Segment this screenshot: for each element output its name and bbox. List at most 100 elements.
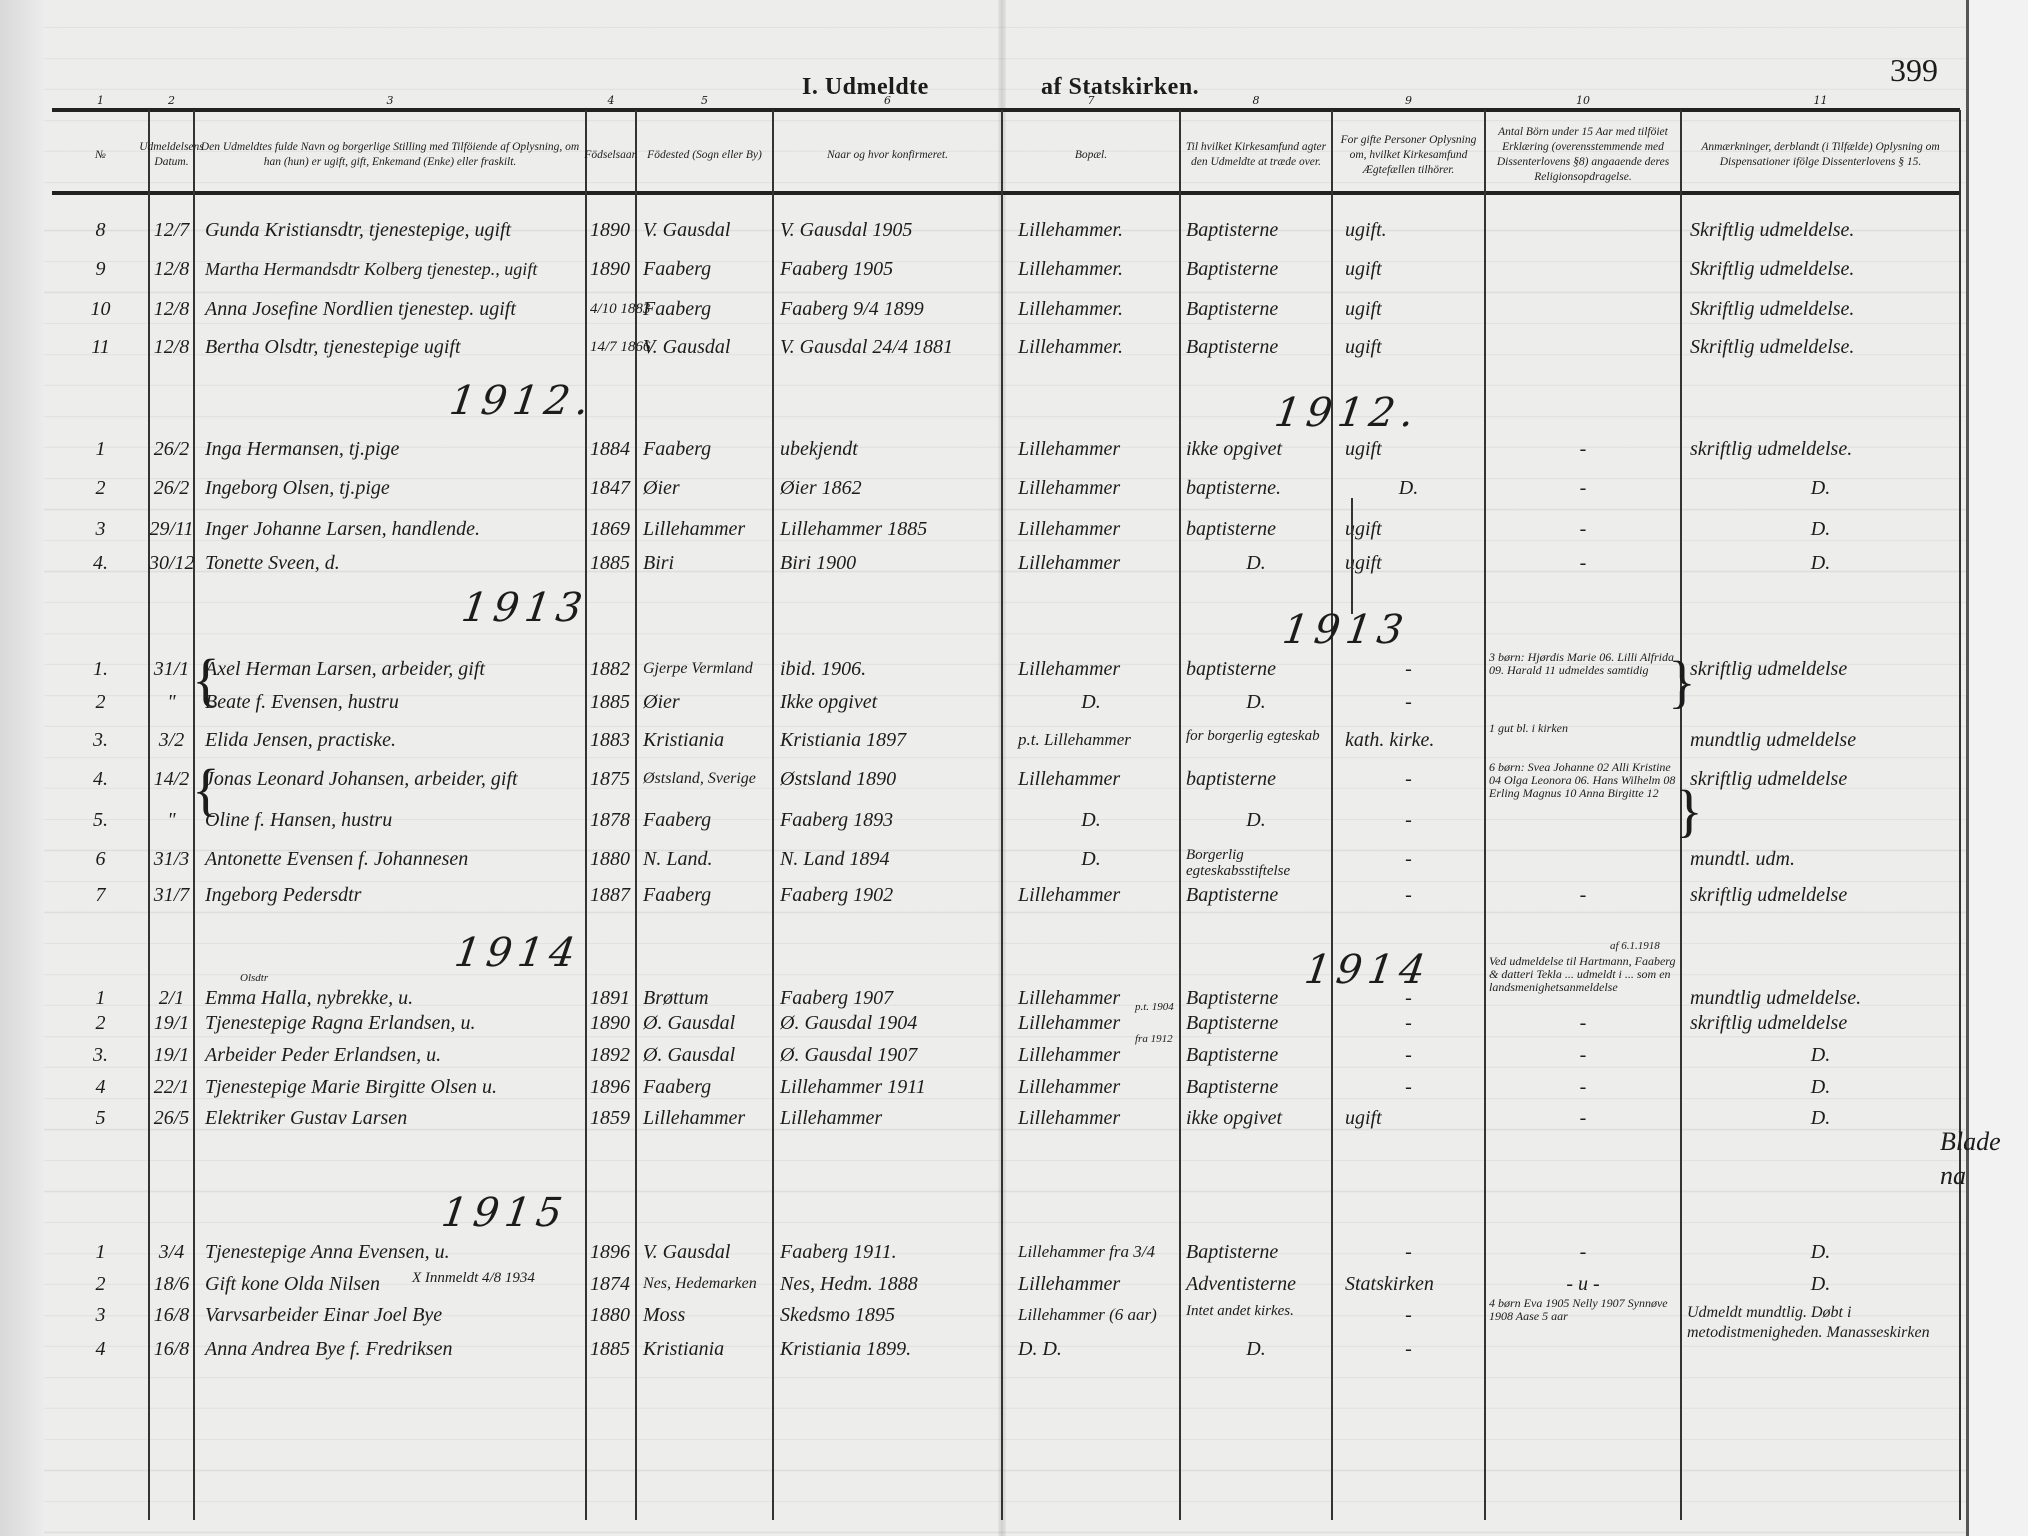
cell-children: - xyxy=(1579,884,1587,906)
cell-birth-year: 1875 xyxy=(590,768,630,790)
cell-no: 11 xyxy=(91,336,110,358)
cell-spouse-church: ugift xyxy=(1345,298,1382,320)
cell-date: " xyxy=(167,691,176,713)
cell-date: 26/5 xyxy=(153,1107,190,1129)
cell-no: 4. xyxy=(93,552,108,574)
cell-no: 2 xyxy=(95,1273,106,1295)
cell-remarks: Udmeldt mundtlig. Døbt i metodistmenighe… xyxy=(1687,1304,1930,1341)
cell-confirmed: Øier 1862 xyxy=(780,477,862,499)
cell-date: 18/6 xyxy=(153,1273,190,1295)
column-number: 9 xyxy=(1405,94,1412,107)
cell-spouse-church: - xyxy=(1405,1076,1412,1098)
cell-date: 12/8 xyxy=(153,336,190,358)
cell-name: Arbeider Peder Erlandsen, u. xyxy=(205,1044,442,1066)
cell-no: 3 xyxy=(95,1304,106,1326)
cell-remarks: D. xyxy=(1810,1273,1831,1295)
cell-new-church: Baptisterne xyxy=(1186,298,1279,320)
cell-remarks: mundtlig udmeldelse. xyxy=(1690,987,1862,1009)
cell-no: 5. xyxy=(93,809,108,831)
column-header-4: Födselsaar. xyxy=(584,148,638,161)
column-header-2: Udmeldelsens Datum. xyxy=(139,141,204,168)
cell-birthplace: Kristiania xyxy=(643,729,725,751)
cell-birthplace: Faaberg xyxy=(643,1076,712,1098)
cell-name: Oline f. Hansen, hustru xyxy=(205,809,393,831)
cell-remarks: skriftlig udmeldelse xyxy=(1690,884,1848,906)
cell-no: 4. xyxy=(93,768,108,790)
cell-no: 2 xyxy=(95,1012,106,1034)
cell-children: 3 børn: Hjørdis Marie 06. Lilli Alfrida … xyxy=(1489,650,1675,677)
brace-icon: } xyxy=(1675,778,1703,843)
cell-birth-year: 1885 xyxy=(590,691,630,713)
cell-date: 31/1 xyxy=(153,658,190,680)
cell-birthplace: Ø. Gausdal xyxy=(643,1012,736,1034)
cell-new-church: Baptisterne xyxy=(1186,884,1279,906)
cell-birth-year: 1869 xyxy=(590,518,630,540)
cell-date: 30/12 xyxy=(149,552,195,574)
cell-spouse-church: D. xyxy=(1398,477,1419,499)
column-rule xyxy=(772,110,774,1520)
cell-confirmed: V. Gausdal 24/4 1881 xyxy=(780,336,953,358)
cell-no: 1 xyxy=(95,1241,106,1263)
cell-birthplace: Biri xyxy=(643,552,675,574)
cell-birth-year: 1891 xyxy=(590,987,630,1009)
column-number: 7 xyxy=(1087,94,1095,107)
margin-note-line: na xyxy=(1940,1161,1966,1190)
cell-residence: Lillehammer. xyxy=(1018,298,1123,320)
cell-spouse-church: - xyxy=(1405,1338,1412,1360)
cell-spouse-church: ugift xyxy=(1345,336,1382,358)
cell-birthplace: V. Gausdal xyxy=(643,219,731,241)
column-rule xyxy=(1959,110,1961,1520)
cell-no: 1 xyxy=(95,987,106,1009)
cell-residence: D. D. xyxy=(1018,1338,1062,1360)
cell-residence: Lillehammer xyxy=(1018,1273,1121,1295)
cell-new-church: Baptisterne xyxy=(1186,1241,1279,1263)
column-number: 11 xyxy=(1813,94,1828,107)
cell-confirmed: Faaberg 1902 xyxy=(780,884,894,906)
cell-no: 9 xyxy=(95,258,106,280)
cell-confirmed: Faaberg 9/4 1899 xyxy=(780,298,924,320)
name-annotation: Olsdtr xyxy=(240,972,269,984)
cell-confirmed: ibid. 1906. xyxy=(780,658,867,680)
year-heading-right: 1912. xyxy=(1271,390,1423,436)
cell-residence: D. xyxy=(1081,691,1101,713)
register-page: I. Udmeldte af Statskirken. 399 1 № 2 Udmel… xyxy=(0,0,1966,1536)
cell-name: Anna Josefine Nordlien tjenestep. ugift xyxy=(205,298,516,320)
cell-new-church: baptisterne xyxy=(1186,518,1276,540)
column-divider-fragment xyxy=(1351,498,1353,614)
cell-spouse-church: - xyxy=(1405,768,1412,790)
column-number: 5 xyxy=(701,94,708,107)
cell-birthplace: Faaberg xyxy=(643,298,712,320)
cell-new-church: Baptisterne xyxy=(1186,336,1279,358)
cell-confirmed: ubekjendt xyxy=(780,438,858,460)
cell-residence: Lillehammer xyxy=(1018,552,1121,574)
cell-birthplace: Øier xyxy=(643,477,680,499)
cell-children: - xyxy=(1579,552,1587,574)
cell-children: - xyxy=(1579,477,1587,499)
brace-icon: } xyxy=(1668,649,1696,714)
column-rule xyxy=(585,110,587,1520)
header-bottom-rule xyxy=(52,191,1960,195)
cell-birthplace: Gjerpe Vermland xyxy=(643,660,753,677)
cell-date: 12/8 xyxy=(153,258,190,280)
year-heading-left: 1912. xyxy=(446,378,598,424)
cell-remarks: D. xyxy=(1810,1107,1831,1129)
cell-remarks: D. xyxy=(1810,1044,1831,1066)
cell-remarks: skriftlig udmeldelse. xyxy=(1690,438,1853,460)
cell-birthplace: Kristiania xyxy=(643,1338,725,1360)
cell-new-church: D. xyxy=(1246,809,1266,831)
cell-spouse-church: - xyxy=(1405,1012,1412,1034)
cell-confirmed: Faaberg 1907 xyxy=(780,987,894,1009)
title-left: I. Udmeldte xyxy=(802,74,929,100)
cell-confirmed: Lillehammer 1885 xyxy=(780,518,928,540)
cell-birth-year: 1847 xyxy=(590,477,630,499)
cell-remarks: skriftlig udmeldelse xyxy=(1690,1012,1848,1034)
cell-name: Elida Jensen, practiske. xyxy=(205,729,397,751)
cell-date: " xyxy=(167,809,176,831)
column-rule xyxy=(1484,110,1486,1520)
cell-confirmed: Ø. Gausdal 1904 xyxy=(780,1012,918,1034)
brace-icon: { xyxy=(192,647,220,712)
cell-remarks: Skriftlig udmeldelse. xyxy=(1690,298,1855,320)
title-right: af Statskirken. xyxy=(1041,74,1200,100)
cell-birth-year: 14/7 1866 xyxy=(590,339,651,355)
cell-birthplace: Lillehammer xyxy=(643,1107,746,1129)
